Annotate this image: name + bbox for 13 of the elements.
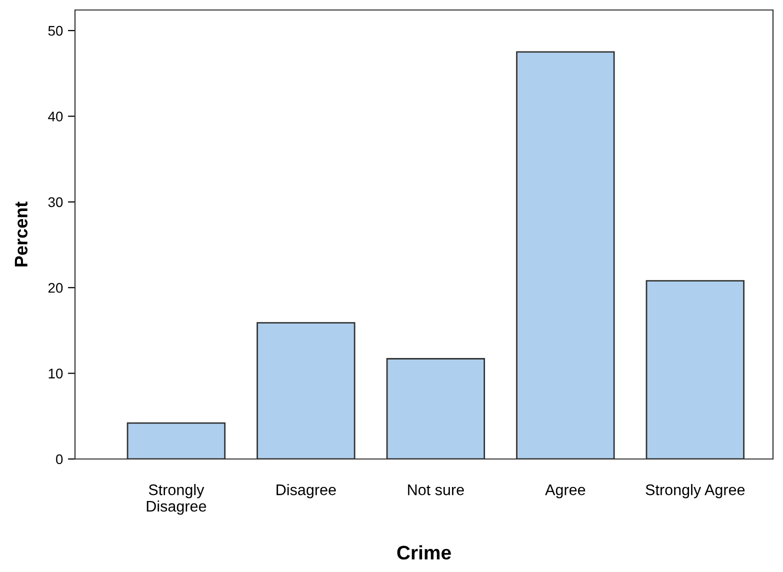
x-tick-label: Agree [545,484,586,498]
y-tick-label: 0 [56,454,63,464]
y-tick-label: 20 [48,282,63,293]
y-tick-label: 50 [48,26,63,36]
x-tick-label: Strongly Disagree [146,484,206,515]
x-tick-label: Strongly Agree [646,484,745,498]
y-tick-label: 30 [48,197,63,208]
x-tick-label: Disagree [276,484,336,498]
y-tick-label: 10 [48,368,63,378]
x-axis-title: Crime [397,545,451,560]
x-tick-label: Not sure [408,484,464,496]
y-axis-title: Percent [14,202,28,266]
y-tick-label: 40 [48,112,63,122]
